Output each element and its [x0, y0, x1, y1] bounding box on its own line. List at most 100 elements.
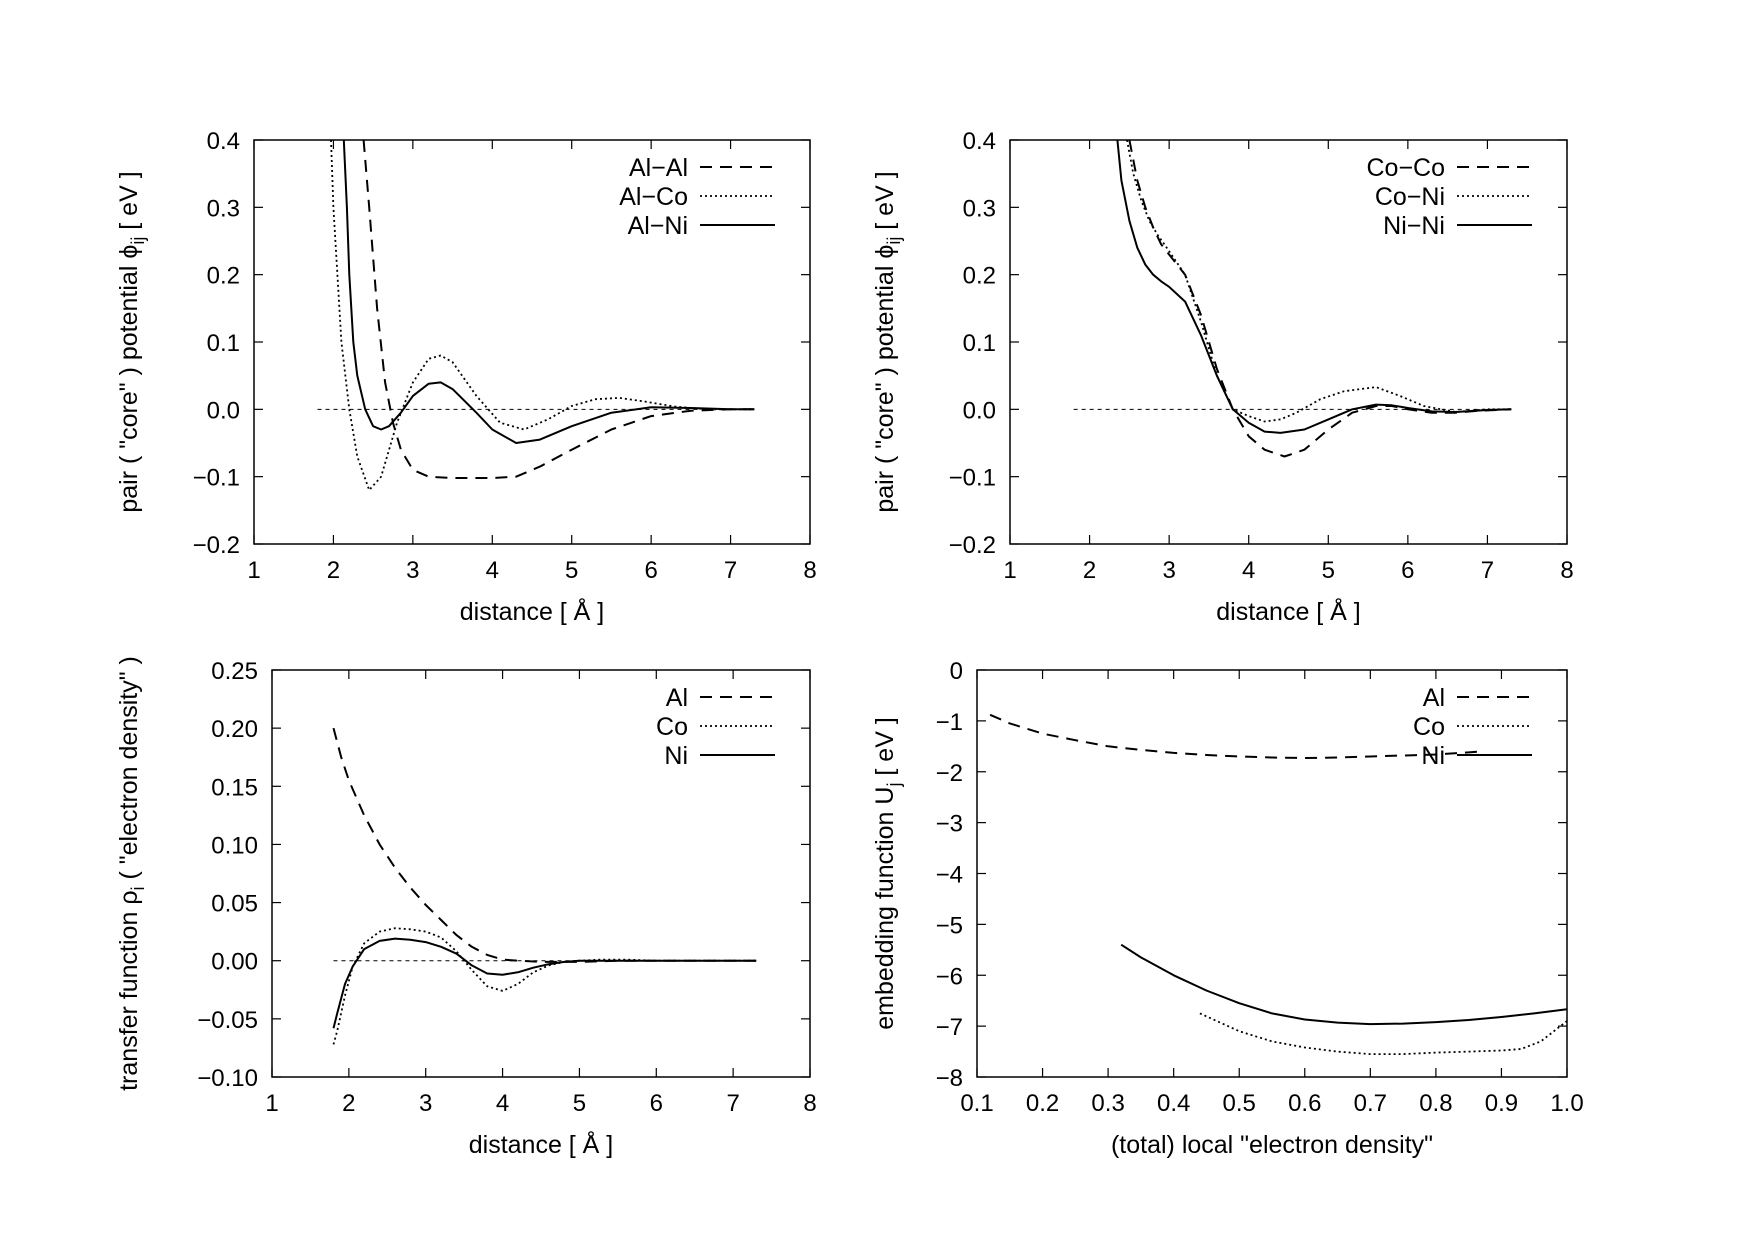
plot-frame — [271, 669, 811, 1078]
x-tick-label: 0.7 — [1354, 1090, 1387, 1117]
x-tick-label: 6 — [644, 557, 657, 584]
y-tick-label: 0.0 — [207, 397, 240, 424]
x-tick-label: 4 — [1242, 557, 1255, 584]
y-tick-label: −5 — [936, 912, 963, 939]
plot-frame — [1009, 139, 1568, 545]
x-tick-label: 6 — [1401, 557, 1414, 584]
x-tick-label: 2 — [1083, 557, 1096, 584]
x-tick-label: 8 — [1560, 557, 1573, 584]
y-tick-label: −0.2 — [949, 532, 996, 559]
series-line-co-ni — [1126, 140, 1512, 423]
series-line-ni — [1120, 943, 1567, 1026]
y-tick-label: 0.3 — [207, 195, 240, 222]
x-tick-label: 0.1 — [960, 1090, 993, 1117]
series-line-co — [332, 927, 757, 1045]
plot-frame — [976, 669, 1568, 1078]
x-tick-label: 1 — [265, 1090, 278, 1117]
x-tick-label: 7 — [726, 1090, 739, 1117]
y-tick-label: −0.05 — [197, 1007, 258, 1034]
x-tick-label: 0.6 — [1288, 1090, 1321, 1117]
x-tick-label: 0.8 — [1419, 1090, 1452, 1117]
y-tick-label: −6 — [936, 963, 963, 990]
x-tick-label: 1 — [247, 557, 260, 584]
legend-label: Al — [666, 684, 688, 712]
y-tick-label: 0.2 — [207, 263, 240, 290]
series-line-al-ni — [342, 140, 755, 444]
series-line-ni-ni — [1116, 140, 1512, 434]
x-tick-label: 5 — [565, 557, 578, 584]
legend-label: Al−Co — [619, 183, 688, 211]
y-axis-label: embedding function Uj [ eV ] — [871, 717, 904, 1030]
legend-label: Ni — [1421, 742, 1445, 770]
y-tick-label: 0.15 — [211, 774, 258, 801]
legend-label: Al — [1423, 684, 1445, 712]
x-tick-label: 3 — [419, 1090, 432, 1117]
y-tick-label: 0.3 — [963, 195, 996, 222]
x-tick-label: 3 — [406, 557, 419, 584]
y-tick-label: 0.05 — [211, 891, 258, 918]
y-tick-label: −1 — [936, 709, 963, 736]
series-line-al-al — [362, 140, 755, 479]
y-axis-label: pair ( "core" ) potential ϕij [ eV ] — [871, 171, 904, 512]
x-tick-label: 2 — [342, 1090, 355, 1117]
series-group — [330, 140, 755, 492]
x-tick-label: 0.3 — [1091, 1090, 1124, 1117]
y-tick-label: −0.1 — [949, 465, 996, 492]
chart-panel-1: 1 2 3 4 5 6 7 8 −0.2 −0.1 0.0 0.1 0.2 0.3 0.4 distance … — [115, 128, 817, 626]
x-tick-label: 1.0 — [1550, 1090, 1583, 1117]
y-tick-label: 0.4 — [207, 128, 240, 155]
y-tick-label: −2 — [936, 760, 963, 787]
legend-label: Co — [1413, 713, 1445, 741]
chart-panel-4: 0.1 0.2 0.3 0.4 0.5 0.6 0.7 0.8 0.9 1.0 −8 −7 −6 −5 −4… — [871, 658, 1584, 1159]
x-tick-label: 5 — [573, 1090, 586, 1117]
y-tick-label: 0.1 — [963, 330, 996, 357]
y-tick-label: −8 — [936, 1065, 963, 1092]
x-tick-label: 0.9 — [1485, 1090, 1518, 1117]
y-tick-label: −0.2 — [193, 532, 240, 559]
legend-label: Al−Ni — [628, 212, 688, 240]
y-tick-label: −7 — [936, 1014, 963, 1041]
x-axis-label: distance [ Å ] — [1216, 596, 1361, 626]
x-tick-label: 8 — [803, 557, 816, 584]
series-group — [332, 727, 757, 1045]
y-axis-label: transfer function ρi ( "electron density… — [115, 656, 148, 1091]
chart-panel-3: 1 2 3 4 5 6 7 8 −0.10 −0.05 0.00 0.05 0.10 0.15 0.20 0.… — [115, 656, 817, 1159]
x-tick-label: 1 — [1003, 557, 1016, 584]
y-tick-label: −4 — [936, 862, 963, 889]
x-tick-label: 0.4 — [1157, 1090, 1190, 1117]
x-tick-label: 3 — [1162, 557, 1175, 584]
y-tick-label: 0.1 — [207, 330, 240, 357]
x-tick-label: 6 — [650, 1090, 663, 1117]
y-tick-label: 0.0 — [963, 397, 996, 424]
series-line-al — [332, 727, 757, 963]
series-line-ni — [332, 937, 757, 1029]
x-axis-label: distance [ Å ] — [460, 596, 605, 626]
x-tick-label: 7 — [1481, 557, 1494, 584]
x-tick-label: 0.5 — [1223, 1090, 1256, 1117]
series-group — [989, 713, 1567, 1055]
x-axis-label: (total) local "electron density" — [1111, 1131, 1433, 1159]
legend-label: Co−Co — [1366, 154, 1445, 182]
plot-frame — [253, 139, 811, 545]
y-tick-label: 0.25 — [211, 658, 258, 685]
x-axis-label: distance [ Å ] — [469, 1129, 614, 1159]
legend-label: Co — [656, 713, 688, 741]
y-tick-label: 0.2 — [963, 263, 996, 290]
legend-label: Ni — [664, 742, 688, 770]
series-line-co — [1199, 1012, 1567, 1055]
series-line-al — [989, 713, 1482, 759]
series-group — [1116, 140, 1512, 458]
y-tick-label: −0.10 — [197, 1065, 258, 1092]
x-tick-label: 8 — [803, 1090, 816, 1117]
legend-label: Al−Al — [629, 154, 688, 182]
y-tick-label: 0.10 — [211, 832, 258, 859]
y-tick-label: 0.00 — [211, 949, 258, 976]
series-line-co-co — [1128, 140, 1512, 458]
chart-panel-2: 1 2 3 4 5 6 7 8 −0.2 −0.1 0.0 0.1 0.2 0.3 0.4 distance … — [871, 128, 1574, 626]
y-axis-label: pair ( "core" ) potential ϕij [ eV ] — [115, 171, 148, 512]
x-tick-label: 2 — [327, 557, 340, 584]
y-tick-label: 0 — [950, 658, 963, 685]
y-tick-label: −0.1 — [193, 465, 240, 492]
